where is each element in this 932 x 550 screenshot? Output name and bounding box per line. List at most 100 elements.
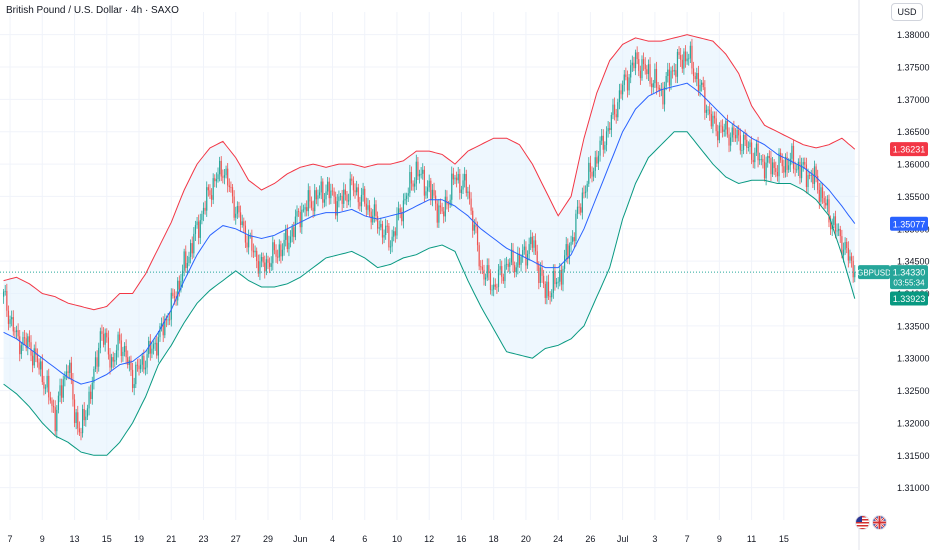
candle-body — [11, 317, 12, 319]
x-tick-label: 19 — [134, 534, 144, 544]
x-tick-label: 12 — [424, 534, 434, 544]
candle-body — [672, 71, 673, 72]
candle-body — [722, 126, 723, 132]
candle-body — [313, 208, 314, 212]
candle-body — [619, 90, 620, 102]
candle-body — [529, 244, 530, 254]
candle-body — [90, 392, 91, 399]
candle-body — [461, 190, 462, 193]
uk-flag-icon[interactable] — [872, 515, 887, 530]
candle-body — [807, 175, 808, 187]
candle-body — [117, 335, 118, 351]
y-tick-label: 1.31500 — [897, 451, 930, 461]
flags — [855, 515, 887, 530]
candle-body — [124, 346, 125, 352]
candle-body — [126, 346, 127, 357]
candle-body — [364, 189, 365, 204]
y-tick-label: 1.32000 — [897, 418, 930, 428]
candle-body — [274, 242, 275, 250]
candle-body — [599, 141, 600, 156]
candle-body — [332, 191, 333, 192]
candle-body — [495, 285, 496, 287]
candle-body — [603, 136, 604, 150]
candle-body — [198, 222, 199, 238]
candle-body — [362, 189, 363, 195]
candle-body — [788, 165, 789, 170]
price-chart[interactable]: 1.380001.375001.370001.365001.360001.355… — [0, 0, 932, 550]
y-tick-label: 1.34500 — [897, 257, 930, 267]
candle-body — [678, 52, 679, 55]
candle-body — [3, 292, 4, 297]
candle-body — [59, 385, 60, 395]
candle-body — [827, 199, 828, 205]
candle-body — [630, 65, 631, 77]
chart-title: British Pound / U.S. Dollar · 4h · SAXO — [6, 5, 179, 16]
candle-body — [740, 135, 741, 150]
candle-body — [812, 175, 813, 184]
candle-body — [84, 409, 85, 420]
candle-body — [414, 184, 415, 187]
candle-body — [698, 73, 699, 91]
candle-body — [374, 204, 375, 215]
candle-body — [432, 190, 433, 200]
candle-body — [101, 331, 102, 334]
candle-body — [348, 200, 349, 201]
candle-body — [627, 77, 628, 90]
candle-body — [32, 356, 33, 366]
candle-body — [301, 210, 302, 227]
x-tick-label: 16 — [456, 534, 466, 544]
y-tick-label: 1.36500 — [897, 127, 930, 137]
candle-body — [714, 116, 715, 119]
candle-body — [243, 221, 244, 225]
candle-body — [548, 282, 549, 297]
currency-button[interactable]: USD — [891, 3, 923, 21]
candle-body — [256, 251, 257, 261]
candle-body — [343, 190, 344, 204]
candle-body — [614, 105, 615, 115]
candle-body — [540, 268, 541, 283]
candle-body — [387, 226, 388, 227]
candle-body — [775, 168, 776, 172]
y-tick-label: 1.38000 — [897, 30, 930, 40]
candle-body — [757, 144, 758, 161]
candle-body — [453, 174, 454, 180]
candle-body — [272, 242, 273, 263]
candle-body — [485, 278, 486, 280]
time-axis[interactable]: 7 9 13 15 19 21 23 27 29 Jun 4 6 10 12 16 18 20 24 26 Jul 3 7… — [8, 534, 789, 544]
candle-body — [804, 162, 805, 165]
candle-body — [464, 174, 465, 180]
candle-body — [717, 131, 718, 140]
x-tick-label: 24 — [553, 534, 563, 544]
candle-body — [551, 293, 552, 297]
candle-body — [666, 76, 667, 87]
candle-body — [80, 432, 81, 433]
candle-body — [625, 75, 626, 77]
candle-body — [845, 242, 846, 250]
us-flag-icon[interactable] — [855, 515, 870, 530]
price-axis[interactable]: 1.38000 1.37500 1.37000 1.36500 1.36000 1.355… — [897, 30, 930, 493]
candle-body — [828, 199, 829, 222]
candle-body — [105, 333, 106, 345]
candle-body — [61, 385, 62, 397]
candle-body — [266, 259, 267, 271]
candle-body — [119, 335, 120, 341]
candle-body — [42, 361, 43, 382]
candle-body — [8, 311, 9, 324]
candle-body — [741, 150, 742, 151]
candle-body — [85, 417, 86, 420]
candle-body — [609, 128, 610, 130]
candle-body — [403, 200, 404, 221]
candle-body — [456, 178, 457, 181]
candle-body — [730, 137, 731, 145]
candle-body — [106, 333, 107, 338]
basis-price-value: 1.35077 — [893, 219, 926, 229]
candle-body — [308, 190, 309, 211]
candle-body — [783, 166, 784, 172]
candle-body — [727, 121, 728, 135]
candle-body — [674, 70, 675, 71]
candle-body — [596, 157, 597, 163]
candle-body — [454, 178, 455, 180]
x-tick-label: 9 — [717, 534, 722, 544]
candle-body — [759, 159, 760, 160]
candle-body — [745, 135, 746, 140]
